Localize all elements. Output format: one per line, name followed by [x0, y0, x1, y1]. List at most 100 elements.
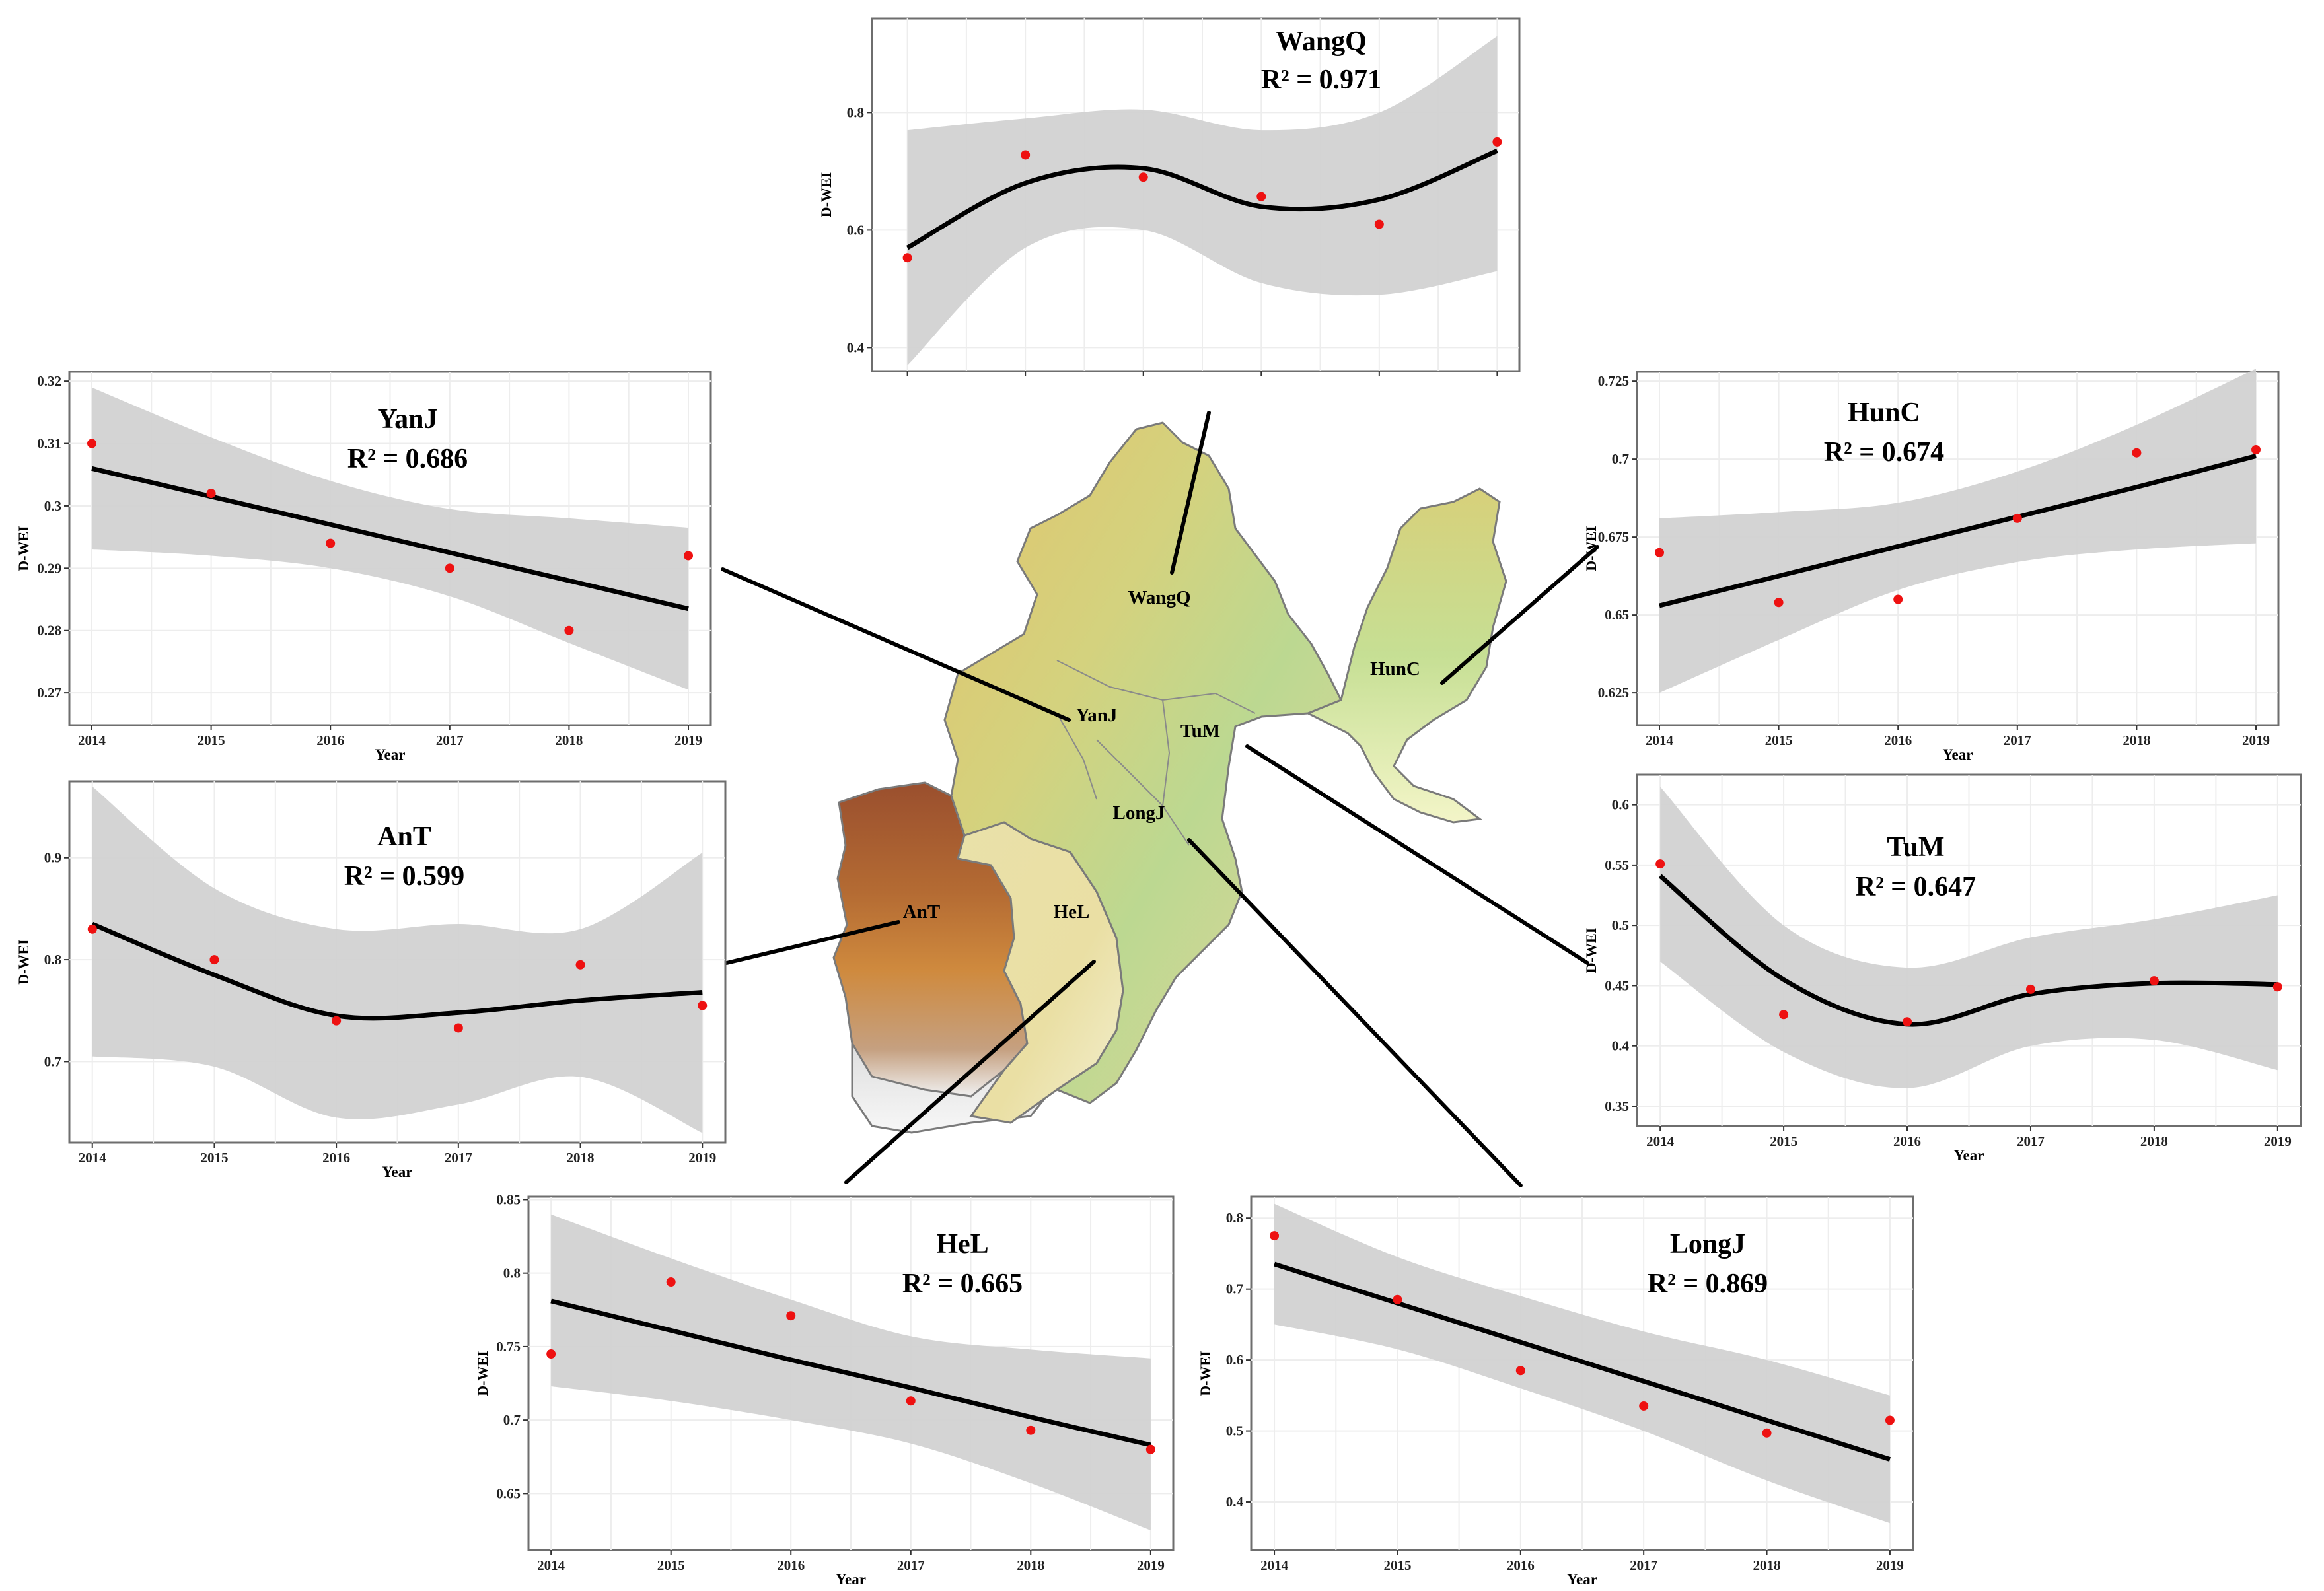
trend-line — [1658, 874, 2278, 1027]
confidence-band — [1660, 787, 2278, 1088]
connector-hunc — [1440, 545, 1599, 685]
y-tick-label: 0.7 — [1226, 1281, 1243, 1297]
y-tick-label: 0.4 — [1226, 1494, 1244, 1510]
x-tick-label: 2019 — [2242, 732, 2270, 748]
r-squared-label: R² = 0.971 — [1261, 65, 1381, 95]
data-point — [575, 960, 585, 970]
chart-panel-yanj: 0.27 0.28 0.29 0.3 0.31 0.32 2014 2015 2016 2017 2… — [15, 371, 712, 763]
x-tick-label: 2014 — [537, 1557, 565, 1573]
y-axis-label: D-WEI — [1197, 1351, 1214, 1396]
data-point — [1145, 1444, 1155, 1454]
y-tick-label: 0.85 — [496, 1191, 521, 1207]
trend-line — [1659, 454, 2257, 608]
y-tick-label: 0.8 — [847, 104, 864, 120]
y-tick-label: 0.65 — [496, 1485, 521, 1501]
y-axis-label: D-WEI — [1583, 928, 1599, 973]
x-tick-label: 2018 — [555, 732, 583, 748]
data-point — [1492, 137, 1502, 147]
x-tick-label: 2014 — [1260, 1557, 1289, 1573]
y-tick-label: 0.8 — [503, 1265, 521, 1281]
y-tick-label: 0.4 — [1612, 1038, 1630, 1054]
data-point — [1639, 1401, 1649, 1411]
y-tick-label: 0.3 — [44, 498, 61, 514]
y-tick-label: 0.27 — [37, 685, 61, 701]
x-tick-label: 2016 — [1507, 1557, 1535, 1573]
data-point — [2012, 513, 2022, 523]
y-axis-label: D-WEI — [15, 526, 32, 571]
x-axis-label: Year — [836, 1571, 866, 1588]
x-tick-label: 2017 — [897, 1557, 925, 1573]
x-tick-label: 2015 — [1383, 1557, 1411, 1573]
y-tick-label: 0.725 — [1598, 373, 1629, 389]
data-point — [445, 563, 454, 573]
data-point — [2025, 984, 2035, 994]
x-axis-label: Year — [1943, 746, 1973, 763]
map-label-tum: TuM — [1180, 721, 1220, 742]
data-point — [1393, 1294, 1402, 1304]
x-tick-label: 2019 — [2264, 1133, 2292, 1149]
data-point — [2149, 976, 2159, 986]
x-axis-label: Year — [1954, 1147, 1984, 1164]
data-point — [684, 551, 694, 561]
chart-panel-wangq: 0.4 0.6 0.8 D-WEI WangQ R² = 0.971 — [818, 17, 1521, 376]
chart-title: LongJ — [1670, 1229, 1745, 1259]
chart-title: AnT — [377, 822, 431, 852]
data-point — [1374, 219, 1384, 229]
trend-line — [91, 921, 703, 1021]
y-tick-label: 0.4 — [847, 339, 865, 355]
y-tick-label: 0.9 — [44, 850, 61, 866]
y-tick-label: 0.32 — [37, 373, 61, 389]
x-tick-label: 2018 — [1753, 1557, 1781, 1573]
x-tick-label: 2014 — [1646, 1133, 1675, 1149]
x-tick-label: 2017 — [436, 732, 464, 748]
data-point — [2132, 448, 2142, 458]
r-squared-label: R² = 0.665 — [902, 1269, 1023, 1299]
confidence-band — [907, 36, 1498, 366]
data-point — [332, 1016, 342, 1026]
x-tick-label: 2016 — [777, 1557, 805, 1573]
map-label-longj: LongJ — [1113, 802, 1165, 824]
x-tick-label: 2018 — [2123, 732, 2150, 748]
internal-boundaries — [1056, 660, 1256, 846]
data-point — [206, 489, 216, 499]
r-squared-label: R² = 0.647 — [1856, 872, 1976, 902]
x-tick-label: 2014 — [79, 1150, 107, 1166]
data-point — [1893, 594, 1903, 604]
region-hunc — [1305, 487, 1507, 824]
chart-title: TuM — [1887, 832, 1944, 863]
x-tick-label: 2016 — [316, 732, 344, 748]
data-point — [453, 1023, 463, 1033]
x-tick-label: 2015 — [1770, 1133, 1797, 1149]
x-tick-label: 2014 — [78, 732, 106, 748]
r-squared-label: R² = 0.686 — [347, 444, 468, 474]
x-tick-label: 2017 — [1630, 1557, 1657, 1573]
y-tick-label: 0.5 — [1612, 917, 1629, 933]
connector-longj — [1187, 838, 1523, 1187]
map-label-hunc: HunC — [1370, 658, 1420, 680]
y-tick-label: 0.28 — [37, 623, 61, 639]
chart-title: HunC — [1848, 398, 1920, 428]
y-tick-label: 0.35 — [1605, 1098, 1629, 1114]
data-point — [2272, 982, 2282, 992]
x-tick-label: 2019 — [674, 732, 702, 748]
data-point — [2251, 444, 2261, 454]
data-point — [1903, 1017, 1912, 1027]
data-point — [698, 1001, 708, 1010]
data-point — [564, 625, 574, 635]
y-tick-label: 0.8 — [1226, 1210, 1243, 1226]
chart-title: HeL — [936, 1229, 988, 1259]
x-tick-label: 2016 — [322, 1150, 350, 1166]
map-label-wangq: WangQ — [1128, 587, 1190, 608]
y-tick-label: 0.45 — [1605, 977, 1629, 993]
trend-line — [91, 466, 689, 612]
x-tick-label: 2015 — [198, 732, 225, 748]
data-point — [546, 1349, 556, 1359]
x-axis-label: Year — [382, 1164, 413, 1180]
r-squared-label: R² = 0.674 — [1824, 437, 1944, 468]
data-point — [1654, 548, 1664, 557]
y-axis-label: D-WEI — [1583, 526, 1599, 571]
map-label-ant: AnT — [903, 902, 940, 923]
data-point — [906, 1396, 916, 1406]
y-tick-label: 0.75 — [496, 1339, 521, 1355]
